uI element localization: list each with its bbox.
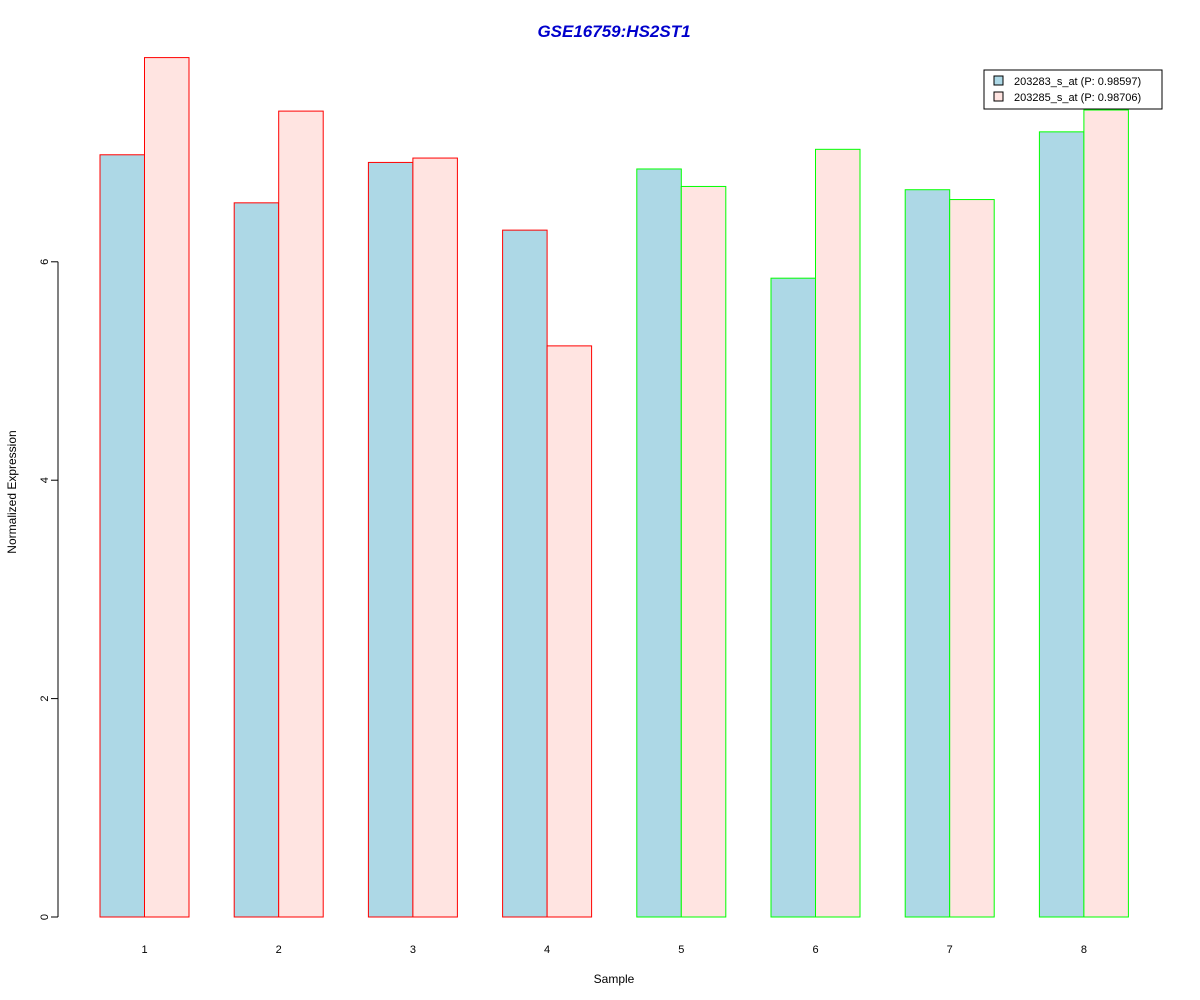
bar-sample-1-series-1: [99, 154, 145, 918]
x-tick-label: 5: [678, 944, 684, 956]
y-tick-label: 0: [39, 914, 51, 920]
bars-group: [99, 57, 1129, 918]
legend: 203283_s_at (P: 0.98597) 203285_s_at (P: …: [983, 69, 1163, 110]
y-tick-label: 6: [39, 259, 51, 265]
x-tick-label: 4: [544, 944, 550, 956]
bar-sample-8-series-1: [1038, 131, 1085, 918]
bar-sample-4-series-1: [502, 229, 548, 918]
bar-sample-2-series-1: [233, 202, 280, 918]
bar-sample-1-series-2: [144, 57, 190, 918]
x-axis-tick-labels: 1 2 3 4 5 6 7 8: [141, 944, 1087, 956]
y-axis-label: Normalized Expression: [5, 430, 19, 553]
y-tick-label: 2: [39, 696, 51, 702]
bar-sample-6-series-2: [815, 148, 861, 918]
y-axis: 0 2 4 6: [39, 259, 59, 920]
bar-sample-4-series-2: [546, 345, 593, 918]
x-axis-label: Sample: [594, 972, 635, 986]
x-tick-label: 7: [947, 944, 953, 956]
bar-sample-2-series-2: [278, 110, 324, 918]
bar-sample-5-series-1: [636, 168, 682, 918]
x-tick-label: 3: [410, 944, 416, 956]
bar-sample-7-series-1: [904, 189, 951, 918]
legend-label: 203283_s_at (P: 0.98597): [1014, 76, 1141, 88]
chart-title: GSE16759:HS2ST1: [537, 22, 690, 41]
x-tick-label: 2: [276, 944, 282, 956]
bar-sample-5-series-2: [680, 185, 727, 918]
x-tick-label: 8: [1081, 944, 1087, 956]
bar-sample-6-series-1: [770, 277, 816, 918]
bar-sample-7-series-2: [949, 199, 995, 918]
legend-label: 203285_s_at (P: 0.98706): [1014, 92, 1141, 104]
bar-sample-8-series-2: [1083, 109, 1129, 918]
bar-sample-3-series-1: [367, 161, 414, 918]
legend-swatch: [993, 91, 1004, 102]
legend-items: 203283_s_at (P: 0.98597) 203285_s_at (P: …: [993, 75, 1141, 104]
legend-swatch: [993, 75, 1004, 86]
legend-box: [983, 69, 1163, 110]
x-tick-label: 6: [812, 944, 818, 956]
y-tick-label: 4: [39, 477, 51, 483]
x-tick-label: 1: [141, 944, 147, 956]
bar-sample-3-series-2: [412, 157, 458, 918]
